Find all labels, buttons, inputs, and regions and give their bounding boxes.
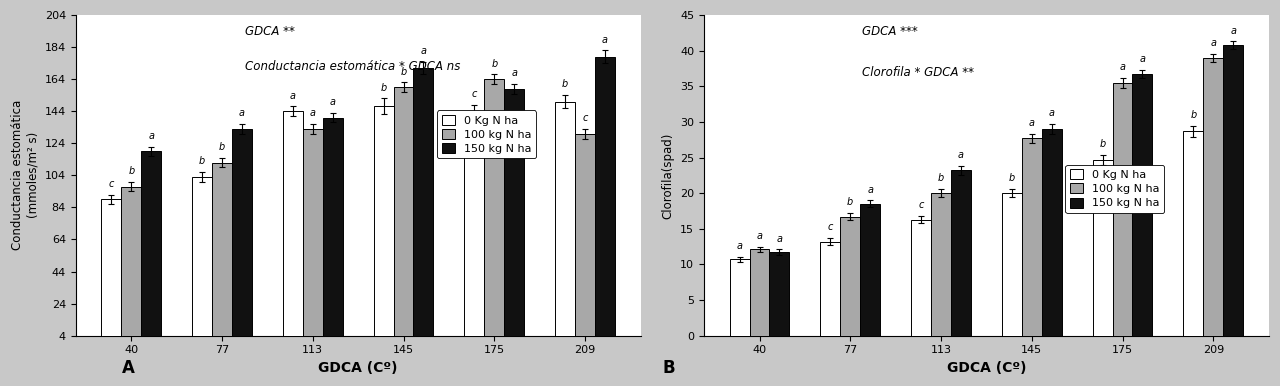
- Bar: [860, 204, 881, 335]
- Text: b: b: [1190, 110, 1197, 120]
- Text: Conductancia estomática * GDCA ns: Conductancia estomática * GDCA ns: [246, 60, 461, 73]
- Bar: [750, 249, 769, 335]
- X-axis label: GDCA (Cº): GDCA (Cº): [319, 361, 398, 375]
- Text: GDCA **: GDCA **: [246, 25, 294, 38]
- Bar: [484, 79, 504, 342]
- X-axis label: GDCA (Cº): GDCA (Cº): [947, 361, 1027, 375]
- Text: c: c: [582, 113, 588, 123]
- Text: Clorofila * GDCA **: Clorofila * GDCA **: [863, 66, 974, 80]
- Bar: [931, 193, 951, 335]
- Bar: [1224, 45, 1243, 335]
- Bar: [465, 111, 484, 342]
- Bar: [232, 129, 252, 342]
- Text: a: a: [1139, 54, 1146, 64]
- Bar: [374, 107, 393, 342]
- Bar: [283, 111, 303, 342]
- Text: a: a: [310, 108, 316, 119]
- Bar: [1112, 83, 1133, 335]
- Text: a: a: [511, 68, 517, 78]
- Bar: [1093, 160, 1112, 335]
- Text: a: a: [289, 91, 296, 101]
- Text: a: a: [239, 108, 244, 119]
- Bar: [951, 170, 972, 335]
- Bar: [303, 129, 323, 342]
- Text: b: b: [401, 67, 407, 77]
- Bar: [575, 134, 595, 342]
- Bar: [413, 68, 434, 342]
- Text: c: c: [828, 222, 833, 232]
- Text: c: c: [109, 179, 114, 189]
- Bar: [1021, 138, 1042, 335]
- Bar: [595, 57, 614, 342]
- Text: b: b: [219, 142, 225, 152]
- Text: c: c: [471, 89, 477, 99]
- Text: b: b: [1009, 173, 1015, 183]
- Bar: [840, 217, 860, 335]
- Text: b: b: [562, 80, 568, 90]
- Bar: [212, 163, 232, 342]
- Text: a: a: [957, 150, 964, 160]
- Bar: [1042, 129, 1061, 335]
- Bar: [141, 151, 161, 342]
- Text: b: b: [380, 83, 387, 93]
- Text: a: a: [148, 131, 154, 141]
- Text: a: a: [756, 231, 763, 241]
- Text: b: b: [847, 197, 854, 207]
- Text: a: a: [330, 97, 335, 107]
- Y-axis label: Clorofila(spad): Clorofila(spad): [662, 132, 675, 218]
- Legend: 0 Kg N ha, 100 kg N ha, 150 kg N ha: 0 Kg N ha, 100 kg N ha, 150 kg N ha: [438, 110, 536, 158]
- Text: a: a: [777, 234, 782, 244]
- Bar: [1203, 58, 1224, 335]
- Bar: [504, 89, 525, 342]
- Bar: [820, 242, 840, 335]
- Legend: 0 Kg N ha, 100 kg N ha, 150 kg N ha: 0 Kg N ha, 100 kg N ha, 150 kg N ha: [1065, 165, 1164, 213]
- Text: c: c: [918, 200, 924, 210]
- Text: B: B: [663, 359, 676, 377]
- Text: a: a: [602, 35, 608, 45]
- Y-axis label: Conductancia estomática
(mmoles/m² s): Conductancia estomática (mmoles/m² s): [12, 100, 40, 251]
- Text: a: a: [1211, 38, 1216, 48]
- Text: GDCA ***: GDCA ***: [863, 25, 918, 38]
- Bar: [323, 118, 343, 342]
- Text: a: a: [1048, 108, 1055, 119]
- Text: b: b: [492, 59, 498, 69]
- Bar: [730, 259, 750, 335]
- Bar: [556, 102, 575, 342]
- Bar: [1002, 193, 1021, 335]
- Text: a: a: [1230, 26, 1236, 36]
- Text: b: b: [128, 166, 134, 176]
- Bar: [1183, 131, 1203, 335]
- Text: a: a: [736, 241, 742, 251]
- Bar: [192, 177, 212, 342]
- Bar: [122, 186, 141, 342]
- Text: b: b: [198, 156, 205, 166]
- Text: a: a: [1120, 62, 1125, 72]
- Text: a: a: [421, 46, 426, 56]
- Bar: [1133, 74, 1152, 335]
- Text: A: A: [122, 359, 134, 377]
- Text: b: b: [1100, 139, 1106, 149]
- Text: b: b: [938, 173, 945, 183]
- Bar: [393, 87, 413, 342]
- Text: a: a: [1029, 118, 1034, 128]
- Text: a: a: [868, 185, 873, 195]
- Bar: [101, 200, 122, 342]
- Bar: [769, 252, 790, 335]
- Bar: [911, 220, 931, 335]
